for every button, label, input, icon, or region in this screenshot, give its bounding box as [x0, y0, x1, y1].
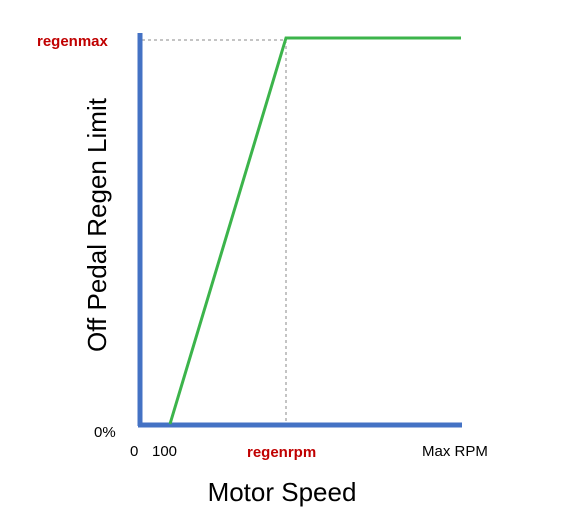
y-axis-title: Off Pedal Regen Limit: [82, 97, 112, 352]
x-tick-label-max-rpm: Max RPM: [422, 443, 488, 460]
series-line: [168, 36, 461, 425]
x-tick-label-regenrpm: regenrpm: [247, 444, 316, 461]
y-tick-label-max: regenmax: [37, 33, 109, 50]
x-tick-label-0: 0: [130, 443, 138, 460]
x-tick-label-100: 100: [152, 443, 177, 460]
y-tick-label-zero: 0%: [94, 424, 116, 441]
x-axis-title: Motor Speed: [208, 477, 357, 507]
